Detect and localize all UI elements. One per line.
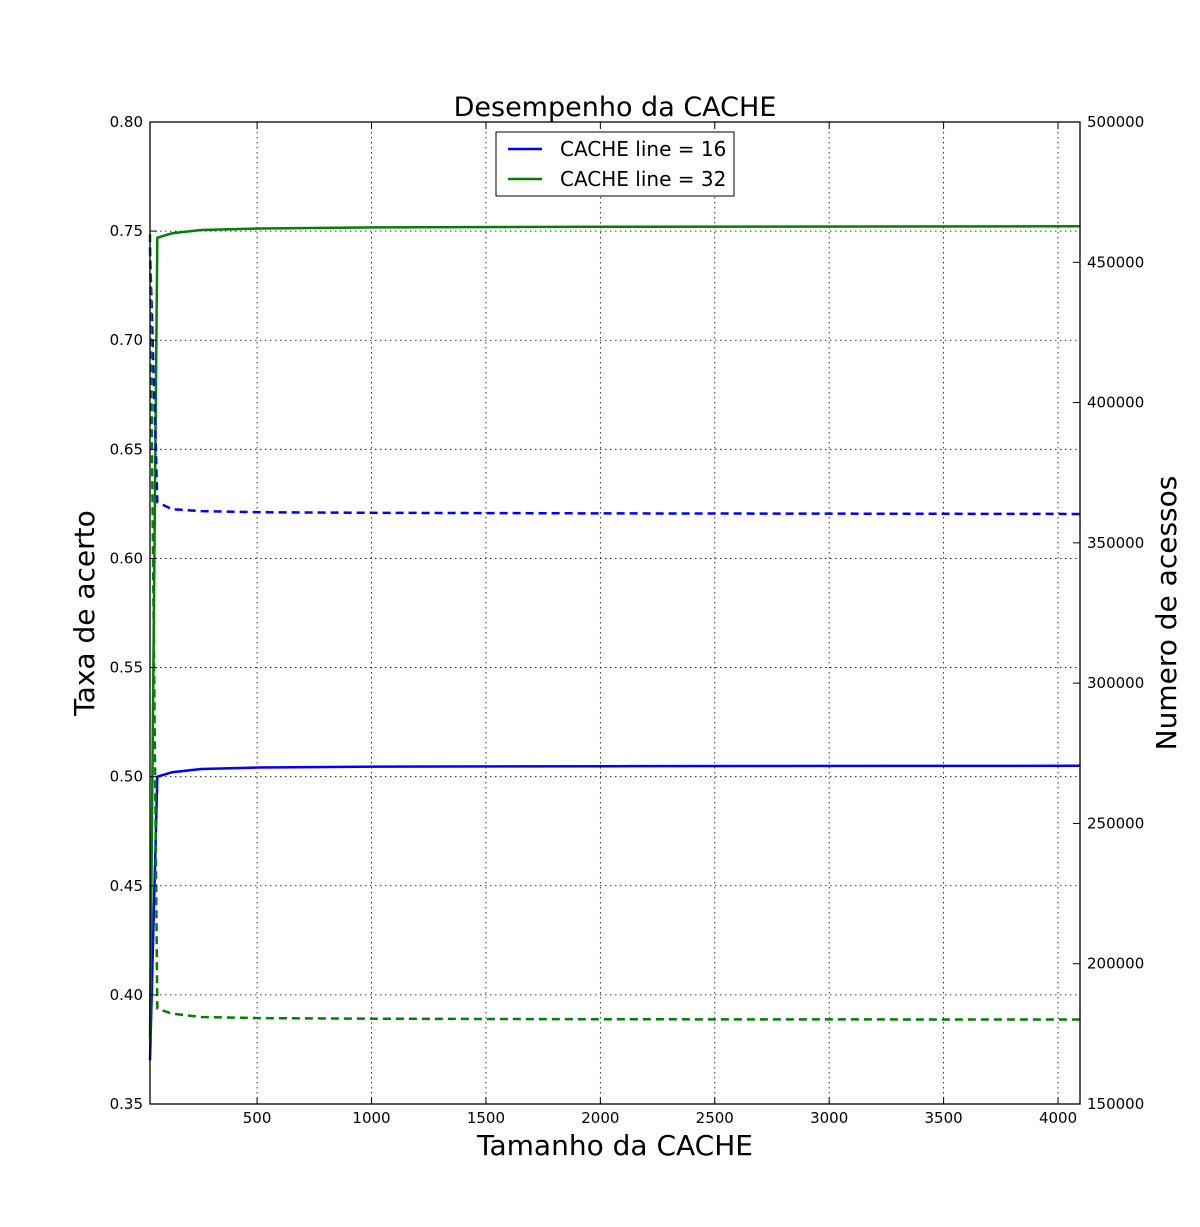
chart-title: Desempenho da CACHE [454, 92, 777, 123]
series-line-1 [148, 225, 1081, 1039]
y-tick-label: 0.80 [110, 113, 143, 131]
y2-tick-label: 300000 [1087, 674, 1144, 692]
y2-tick-label: 350000 [1087, 534, 1144, 552]
plot-frame [149, 121, 1081, 1105]
y-tick-label: 0.55 [110, 659, 143, 677]
y2-tick-label: 250000 [1087, 814, 1144, 832]
y2-tick-label: 450000 [1087, 253, 1144, 271]
x-tick-label: 3000 [810, 1109, 848, 1127]
series-line-2 [148, 248, 1081, 516]
x-tick-label: 1500 [467, 1109, 505, 1127]
x-tick-label: 4000 [1039, 1109, 1077, 1127]
y-tick-label: 0.65 [110, 440, 143, 458]
x-tick-label: 3500 [925, 1109, 963, 1127]
axis-ticks: 500 1000 1500 2000 2500 3000 3500 4000 0.35 0.40 0… [110, 113, 1145, 1127]
y-tick-label: 0.60 [110, 549, 143, 567]
y2-tick-label: 500000 [1087, 113, 1144, 131]
grid [150, 121, 1080, 1105]
legend-box [495, 131, 735, 197]
y-tick-label: 0.75 [110, 222, 143, 240]
plot-lines [148, 225, 1081, 1061]
y-tick-label: 0.45 [110, 877, 143, 895]
x-tick-label: 2000 [581, 1109, 619, 1127]
y2-tick-label: 400000 [1087, 394, 1144, 412]
legend-label-line-32: CACHE line = 32 [560, 167, 726, 191]
legend: CACHE line = 16 CACHE line = 32 [495, 131, 735, 197]
y-tick-label: 0.40 [110, 986, 143, 1004]
series-line-3 [148, 234, 1081, 1021]
legend-label-line-16: CACHE line = 16 [560, 137, 726, 161]
y-tick-label: 0.70 [110, 331, 143, 349]
y-axis-label: Taxa de acerto [68, 510, 101, 717]
y-tick-label: 0.50 [110, 768, 143, 786]
x-tick-label: 2500 [696, 1109, 734, 1127]
y-tick-label: 0.35 [110, 1095, 143, 1113]
x-tick-label: 500 [243, 1109, 272, 1127]
y2-tick-label: 200000 [1087, 955, 1144, 973]
x-axis-label: Tamanho da CACHE [476, 1129, 753, 1162]
y2-tick-label: 150000 [1087, 1095, 1144, 1113]
y2-axis-label: Numero de acessos [1150, 476, 1183, 751]
series-line-0 [148, 764, 1081, 1061]
x-tick-label: 1000 [352, 1109, 390, 1127]
